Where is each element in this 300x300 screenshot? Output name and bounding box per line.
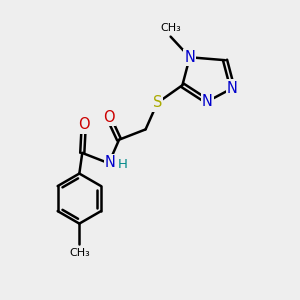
Text: N: N <box>184 50 195 65</box>
Text: S: S <box>153 95 162 110</box>
Text: N: N <box>105 155 116 170</box>
Text: N: N <box>202 94 213 109</box>
Text: CH₃: CH₃ <box>69 248 90 258</box>
Text: O: O <box>103 110 115 125</box>
Text: N: N <box>227 81 238 96</box>
Text: O: O <box>78 118 90 133</box>
Text: CH₃: CH₃ <box>160 23 181 33</box>
Text: H: H <box>118 158 128 171</box>
